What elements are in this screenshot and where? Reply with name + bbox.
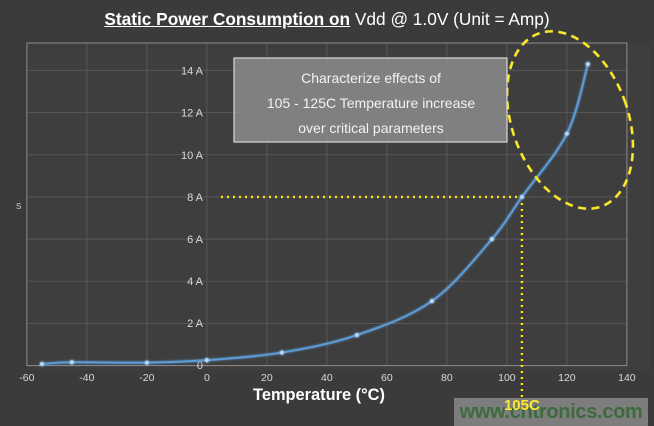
svg-text:0: 0 [197, 360, 203, 372]
svg-text:12 A: 12 A [181, 108, 204, 120]
svg-text:-60: -60 [19, 372, 34, 384]
svg-text:10 A: 10 A [181, 150, 204, 162]
svg-text:over critical parameters: over critical parameters [298, 120, 444, 136]
svg-text:20: 20 [261, 372, 273, 384]
svg-text:140: 140 [618, 372, 636, 384]
svg-text:8 A: 8 A [187, 192, 204, 204]
svg-text:60: 60 [381, 372, 393, 384]
svg-text:6 A: 6 A [187, 234, 204, 246]
svg-text:40: 40 [321, 372, 333, 384]
svg-text:s: s [16, 200, 22, 212]
svg-text:Characterize effects of: Characterize effects of [301, 70, 441, 86]
svg-text:0: 0 [204, 372, 210, 384]
svg-text:-40: -40 [79, 372, 94, 384]
svg-text:105 - 125C Temperature increas: 105 - 125C Temperature increase [267, 95, 476, 111]
svg-text:120: 120 [558, 372, 576, 384]
svg-text:100: 100 [498, 372, 516, 384]
svg-text:Temperature (°C): Temperature (°C) [253, 386, 385, 404]
svg-text:-20: -20 [139, 372, 154, 384]
svg-text:2 A: 2 A [187, 318, 204, 330]
svg-text:14 A: 14 A [181, 66, 204, 78]
svg-text:80: 80 [441, 372, 453, 384]
svg-text:4 A: 4 A [187, 276, 204, 288]
